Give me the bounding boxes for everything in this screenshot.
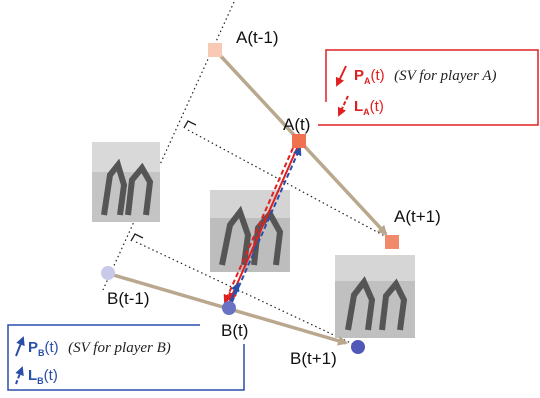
legend-item: PB(t) (SV for player B)	[28, 339, 171, 358]
symbol: L	[28, 367, 37, 384]
legend-icon	[16, 338, 23, 356]
legend-icon	[16, 368, 22, 384]
frame	[335, 255, 415, 338]
node-label: A(t)	[283, 115, 310, 134]
node-label: A(t-1)	[236, 28, 279, 47]
right-angle	[184, 121, 196, 128]
position-a	[385, 235, 399, 249]
frame	[210, 190, 290, 272]
legend-icon	[339, 96, 348, 115]
node-label: B(t)	[221, 321, 248, 340]
legend-item: LB(t)	[28, 367, 58, 386]
position-a	[208, 43, 222, 57]
argument: (t)	[44, 367, 58, 384]
node-label: A(t+1)	[394, 207, 441, 226]
legend-a-box	[318, 50, 538, 125]
position-a	[292, 134, 306, 148]
symbol: P	[28, 339, 38, 356]
position-b	[351, 340, 365, 354]
image-wall	[335, 255, 415, 281]
diagram: A(t-1) A(t) A(t+1) B(t-1) B(t) B(t+1) PA…	[0, 0, 540, 398]
node-label: B(t-1)	[107, 289, 150, 308]
symbol: P	[354, 67, 364, 84]
note: (SV for player B)	[68, 340, 171, 356]
legend-icon	[337, 66, 346, 85]
node-label: B(t+1)	[290, 349, 337, 368]
frames	[92, 142, 415, 338]
position-b	[222, 301, 236, 315]
image-wall	[92, 142, 160, 172]
image-wall	[210, 190, 290, 218]
argument: (t)	[370, 98, 384, 115]
frame	[92, 142, 160, 222]
note: (SV for player A)	[394, 68, 496, 84]
symbol: L	[354, 98, 363, 115]
legend-item: PA(t) (SV for player A)	[354, 67, 497, 86]
position-b	[101, 266, 115, 280]
right-angle	[131, 234, 143, 241]
legend-item: LA(t)	[354, 98, 384, 117]
argument: (t)	[45, 339, 59, 356]
argument: (t)	[371, 67, 385, 84]
